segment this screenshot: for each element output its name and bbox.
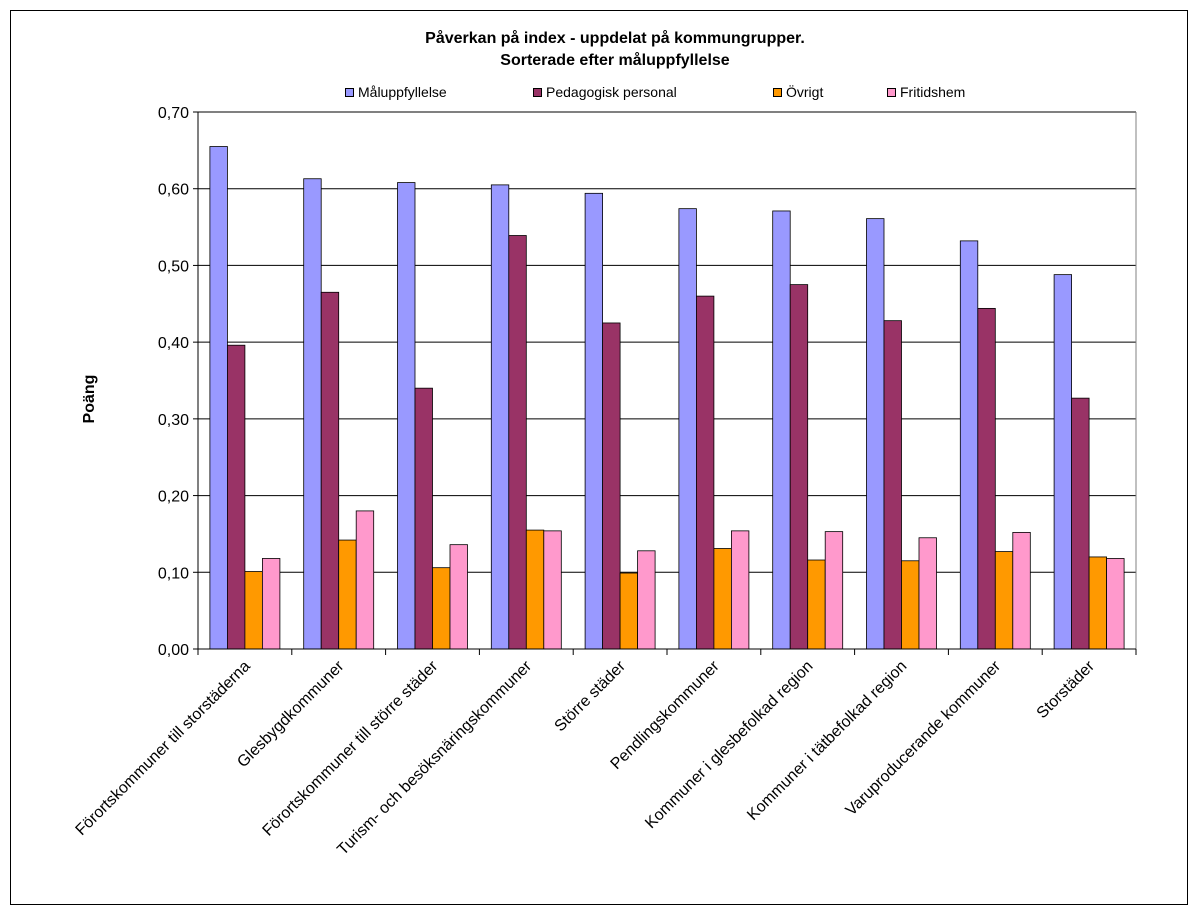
legend-label: Övrigt [786, 84, 824, 100]
y-tick-label: 0,40 [158, 335, 189, 352]
bar [355, 510, 375, 650]
bar [678, 208, 697, 650]
bar [1053, 274, 1072, 650]
bar [713, 548, 732, 650]
legend-item-fritidshem: Fritidshem [887, 84, 965, 100]
bar [338, 539, 357, 650]
bar [901, 560, 920, 650]
bar [883, 320, 902, 650]
bar [414, 387, 433, 650]
y-tick-label: 0,10 [158, 565, 189, 582]
y-tick-label: 0,60 [158, 182, 189, 199]
x-tick-label: Varuproducerande kommuner [843, 657, 1005, 819]
bar [619, 572, 638, 650]
bar [209, 146, 228, 650]
bar [824, 531, 844, 650]
bar [789, 284, 809, 650]
bar [226, 344, 246, 650]
bar [244, 571, 263, 650]
bar [772, 210, 791, 650]
y-tick-label: 0,00 [158, 642, 189, 659]
x-tick-label: Förortskommuner till större städer [260, 657, 442, 839]
y-tick-label: 0,50 [158, 258, 189, 275]
bar [543, 530, 562, 650]
x-tick-label: Större städer [552, 657, 630, 735]
legend-swatch [533, 87, 542, 97]
bar [261, 558, 281, 650]
chart-subtitle: Sorterade efter måluppfyllelse [500, 52, 730, 69]
x-tick-label: Glesbygdkommuner [234, 657, 348, 771]
chart-title: Påverkan på index - uppdelat på kommungr… [425, 30, 805, 47]
bar [1012, 531, 1031, 650]
legend-item-maluppfyllelse: Måluppfyllelse [345, 84, 447, 100]
bar [397, 182, 416, 650]
legend-label: Fritidshem [900, 84, 966, 100]
bar [866, 218, 885, 650]
bar [1106, 558, 1125, 650]
bar [1071, 397, 1090, 650]
bar [602, 322, 621, 650]
x-tick-label: Kommuner i tätbefolkad region [744, 658, 910, 824]
x-tick-label: Förortskommuner till storstäderna [73, 658, 254, 839]
bar [959, 240, 979, 650]
legend-item-pedagogisk-personal: Pedagogisk personal [533, 84, 677, 100]
legend-label: Pedagogisk personal [546, 84, 677, 100]
legend-swatch [887, 87, 896, 97]
x-tick-label: Turism- och besöksnäringskommuner [334, 657, 535, 858]
bar [525, 529, 545, 650]
bar [696, 295, 715, 650]
y-tick-label: 0,30 [158, 412, 189, 429]
bar [977, 307, 996, 650]
legend-item-ovrigt: Övrigt [773, 84, 823, 100]
bar [303, 178, 322, 650]
bar [584, 192, 603, 650]
legend-swatch [773, 87, 782, 97]
bar [637, 550, 656, 650]
bar [1088, 556, 1107, 650]
bar [320, 291, 340, 650]
bar [918, 537, 937, 650]
bar [508, 235, 527, 650]
bar [432, 567, 451, 650]
y-tick-label: 0,20 [158, 489, 189, 506]
legend: Måluppfyllelse Pedagogisk personal Övrig… [0, 84, 1200, 104]
legend-label: Måluppfyllelse [358, 84, 447, 100]
bar [807, 559, 826, 650]
chart-title-block: Påverkan på index - uppdelat på kommungr… [200, 28, 1030, 72]
y-tick-label: 0,70 [158, 105, 189, 122]
bar [994, 551, 1014, 650]
x-tick-label: Storstäder [1034, 657, 1099, 722]
bar [449, 544, 468, 650]
x-tick-label: Kommuner i glesbefolkad region [642, 658, 816, 832]
legend-swatch [345, 87, 354, 97]
bar [731, 530, 750, 650]
bar [490, 184, 510, 650]
